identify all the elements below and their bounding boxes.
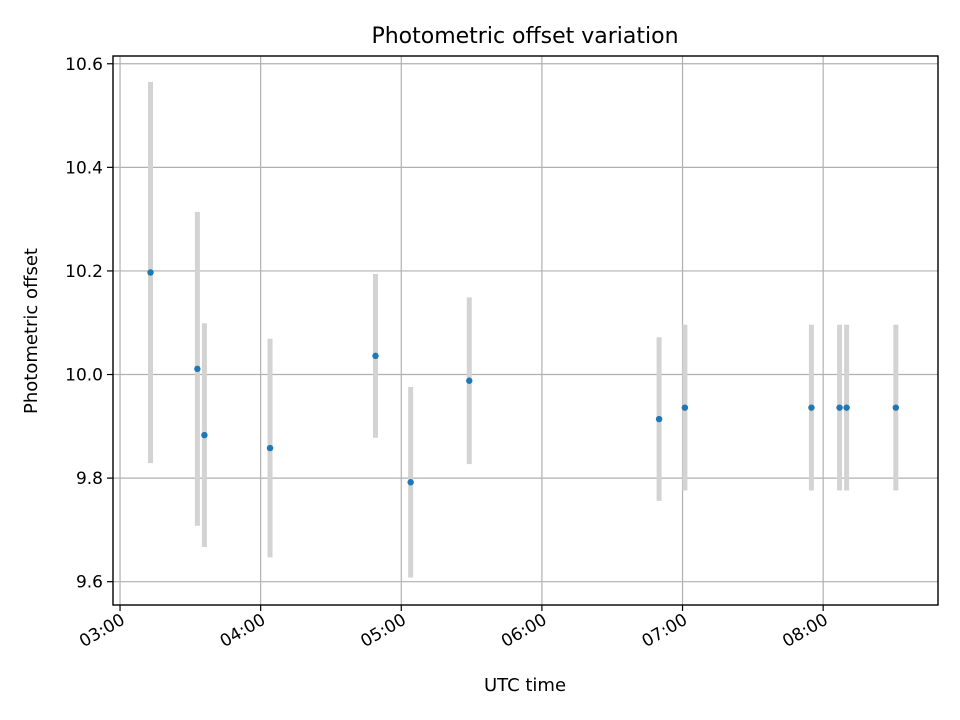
data-point (201, 431, 208, 439)
data-point (407, 479, 414, 486)
chart-title: Photometric offset variation (371, 24, 678, 49)
data-point (655, 415, 663, 423)
y-tick-label: 10.2 (65, 262, 103, 282)
data-point (843, 404, 850, 411)
data-point (372, 352, 379, 360)
y-axis-label: Photometric offset (21, 248, 42, 414)
data-point (194, 365, 201, 373)
data-point (266, 444, 274, 452)
x-tick-label: 06:00 (498, 610, 550, 652)
grid-lines (113, 56, 938, 605)
y-tick-label: 10.4 (65, 158, 103, 178)
x-tick-label: 04:00 (217, 610, 269, 652)
data-point (808, 404, 815, 411)
data-point (892, 404, 900, 411)
y-tick-label: 9.8 (76, 469, 103, 489)
x-tick-label: 05:00 (357, 610, 409, 652)
x-tick-label: 08:00 (779, 610, 831, 652)
x-tick-label: 03:00 (76, 610, 128, 652)
x-tick-label: 07:00 (639, 610, 691, 652)
data-point (681, 404, 689, 411)
plot-frame (112, 55, 939, 606)
axis-ticks: 03:00 04:00 05:00 06:00 07:00 08:00 9.6 9.8 10.0… (65, 55, 832, 652)
data-point (147, 269, 154, 276)
error-bars (148, 81, 899, 578)
y-tick-label: 10.6 (65, 55, 103, 75)
y-tick-label: 10.0 (65, 366, 103, 386)
data-points (147, 269, 900, 486)
data-point (466, 377, 473, 384)
y-tick-label: 9.6 (76, 573, 103, 593)
data-point (836, 404, 843, 411)
x-axis-label: UTC time (484, 675, 566, 696)
